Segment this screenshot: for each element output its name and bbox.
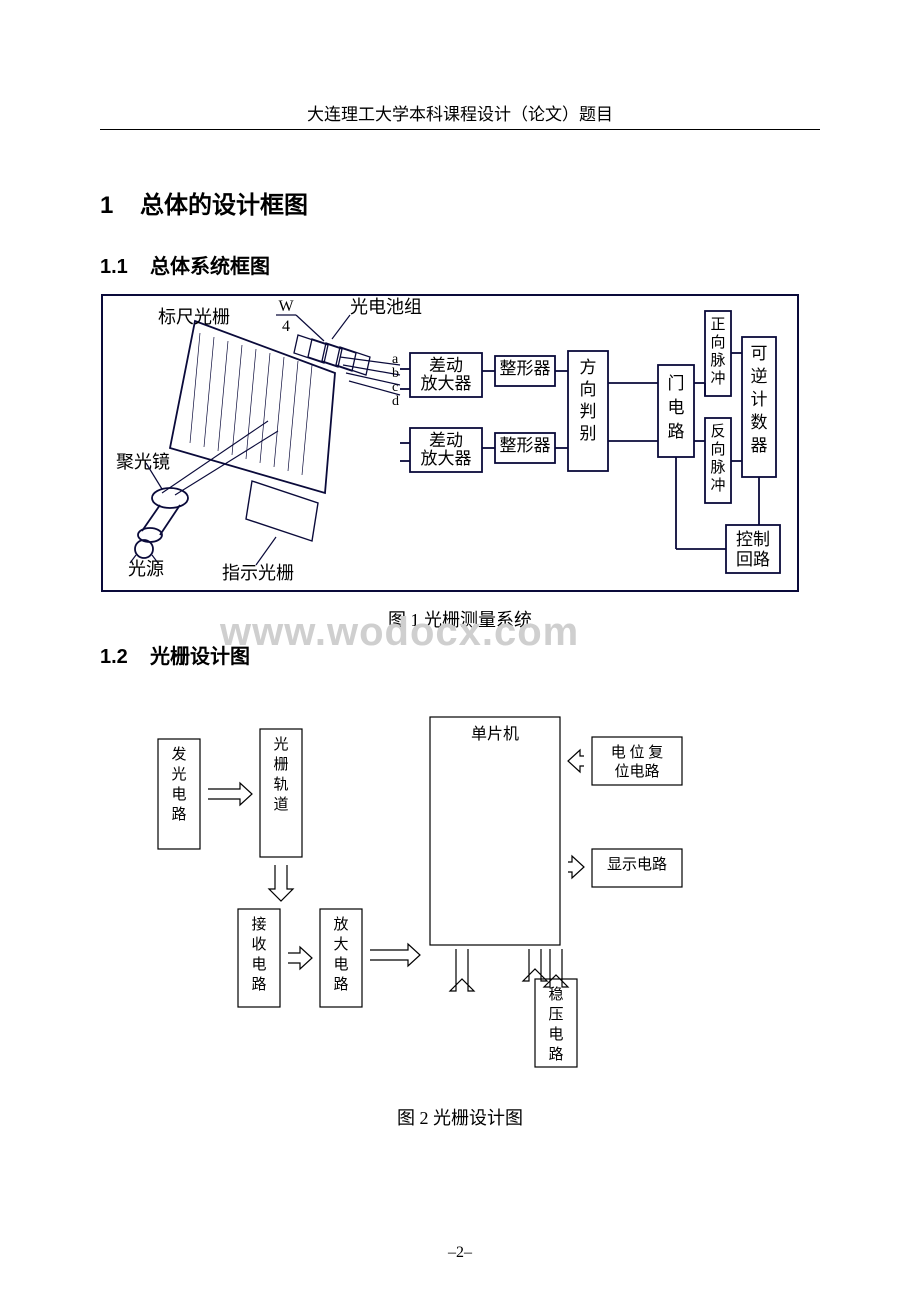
svg-text:聚光镜: 聚光镜 [116,452,170,472]
svg-text:d: d [392,394,399,409]
svg-text:计: 计 [751,390,768,409]
running-header: 大连理工大学本科课程设计（论文）题目 [100,100,820,130]
svg-text:路: 路 [548,1046,563,1063]
svg-text:单片机: 单片机 [471,725,519,743]
svg-text:整形器: 整形器 [500,359,551,378]
svg-text:脉: 脉 [710,459,725,476]
svg-text:显示电路: 显示电路 [607,856,667,873]
heading-1-2-text: 光栅设计图 [150,646,250,668]
figure-2: 发光电路光栅轨道接收电路放大电路单片机电 位 复位电路显示电路稳压电路 [140,699,820,1084]
svg-text:向: 向 [710,334,725,351]
svg-text:向: 向 [710,441,725,458]
svg-text:正: 正 [710,317,725,333]
figure-1-caption: 图 1 光栅测量系统 [100,606,820,632]
svg-text:整形器: 整形器 [500,436,551,455]
figure-1: abcd标尺光栅W4光电池组聚光镜光源指示光栅差动放大器差动放大器整形器整形器方… [100,293,820,598]
svg-text:电: 电 [333,956,348,973]
heading-1: 1 总体的设计框图 [100,185,820,220]
svg-text:放: 放 [333,916,348,933]
svg-text:a: a [392,352,399,367]
svg-text:路: 路 [668,422,685,441]
page: 大连理工大学本科课程设计（论文）题目 1 总体的设计框图 1.1 总体系统框图 … [0,0,920,1302]
svg-text:光: 光 [171,766,186,783]
heading-1-2: 1.2 光栅设计图 [100,640,820,669]
svg-text:判: 判 [580,402,597,421]
svg-text:b: b [392,366,399,381]
svg-text:指示光栅: 指示光栅 [222,563,294,583]
svg-text:稳: 稳 [548,986,563,1003]
heading-1-num: 1 [100,192,113,219]
svg-text:向: 向 [580,380,597,399]
svg-text:差动: 差动 [429,431,463,450]
svg-text:接: 接 [251,916,266,933]
figure-2-svg: 发光电路光栅轨道接收电路放大电路单片机电 位 复位电路显示电路稳压电路 [140,699,700,1079]
svg-text:逆: 逆 [751,367,768,386]
svg-text:道: 道 [273,796,288,813]
svg-text:电: 电 [171,786,186,803]
svg-text:路: 路 [251,976,266,993]
svg-text:光: 光 [273,736,288,753]
svg-text:别: 别 [580,424,597,443]
svg-text:压: 压 [548,1006,563,1023]
svg-text:路: 路 [171,806,186,823]
svg-text:轨: 轨 [273,776,288,793]
heading-1-2-num: 1.2 [100,646,128,668]
heading-1-1: 1.1 总体系统框图 [100,250,820,279]
svg-text:电 位 复: 电 位 复 [611,743,664,761]
svg-text:收: 收 [251,936,266,953]
svg-text:光电池组: 光电池组 [350,297,422,317]
svg-text:方: 方 [580,358,597,377]
figure-1-svg: abcd标尺光栅W4光电池组聚光镜光源指示光栅差动放大器差动放大器整形器整形器方… [100,293,800,593]
page-number: –2– [0,1244,920,1262]
svg-text:回路: 回路 [736,550,770,569]
svg-text:可: 可 [751,344,768,363]
heading-1-1-text: 总体系统框图 [150,256,270,278]
svg-text:电: 电 [251,956,266,973]
svg-text:放大器: 放大器 [421,449,472,468]
svg-text:c: c [392,380,398,395]
heading-1-1-num: 1.1 [100,256,128,278]
svg-text:标尺光栅: 标尺光栅 [158,307,230,327]
svg-text:栅: 栅 [273,756,288,773]
svg-text:控制: 控制 [736,530,770,549]
svg-text:位电路: 位电路 [614,763,659,780]
svg-text:冲: 冲 [710,477,725,494]
svg-text:数: 数 [751,413,768,432]
svg-text:电: 电 [668,398,685,417]
svg-text:路: 路 [333,976,348,993]
svg-text:门: 门 [668,374,685,393]
svg-text:4: 4 [282,318,290,335]
svg-text:放大器: 放大器 [421,374,472,393]
svg-text:大: 大 [333,936,348,953]
svg-text:发: 发 [171,746,186,763]
svg-text:冲: 冲 [710,370,725,387]
svg-text:脉: 脉 [710,352,725,369]
svg-text:电: 电 [548,1026,563,1043]
figure-2-caption: 图 2 光栅设计图 [100,1104,820,1130]
svg-text:W: W [278,298,294,315]
svg-text:器: 器 [751,436,768,455]
svg-text:差动: 差动 [429,356,463,375]
heading-1-text: 总体的设计框图 [140,192,308,219]
svg-text:反: 反 [710,423,725,440]
svg-text:光源: 光源 [128,559,164,579]
